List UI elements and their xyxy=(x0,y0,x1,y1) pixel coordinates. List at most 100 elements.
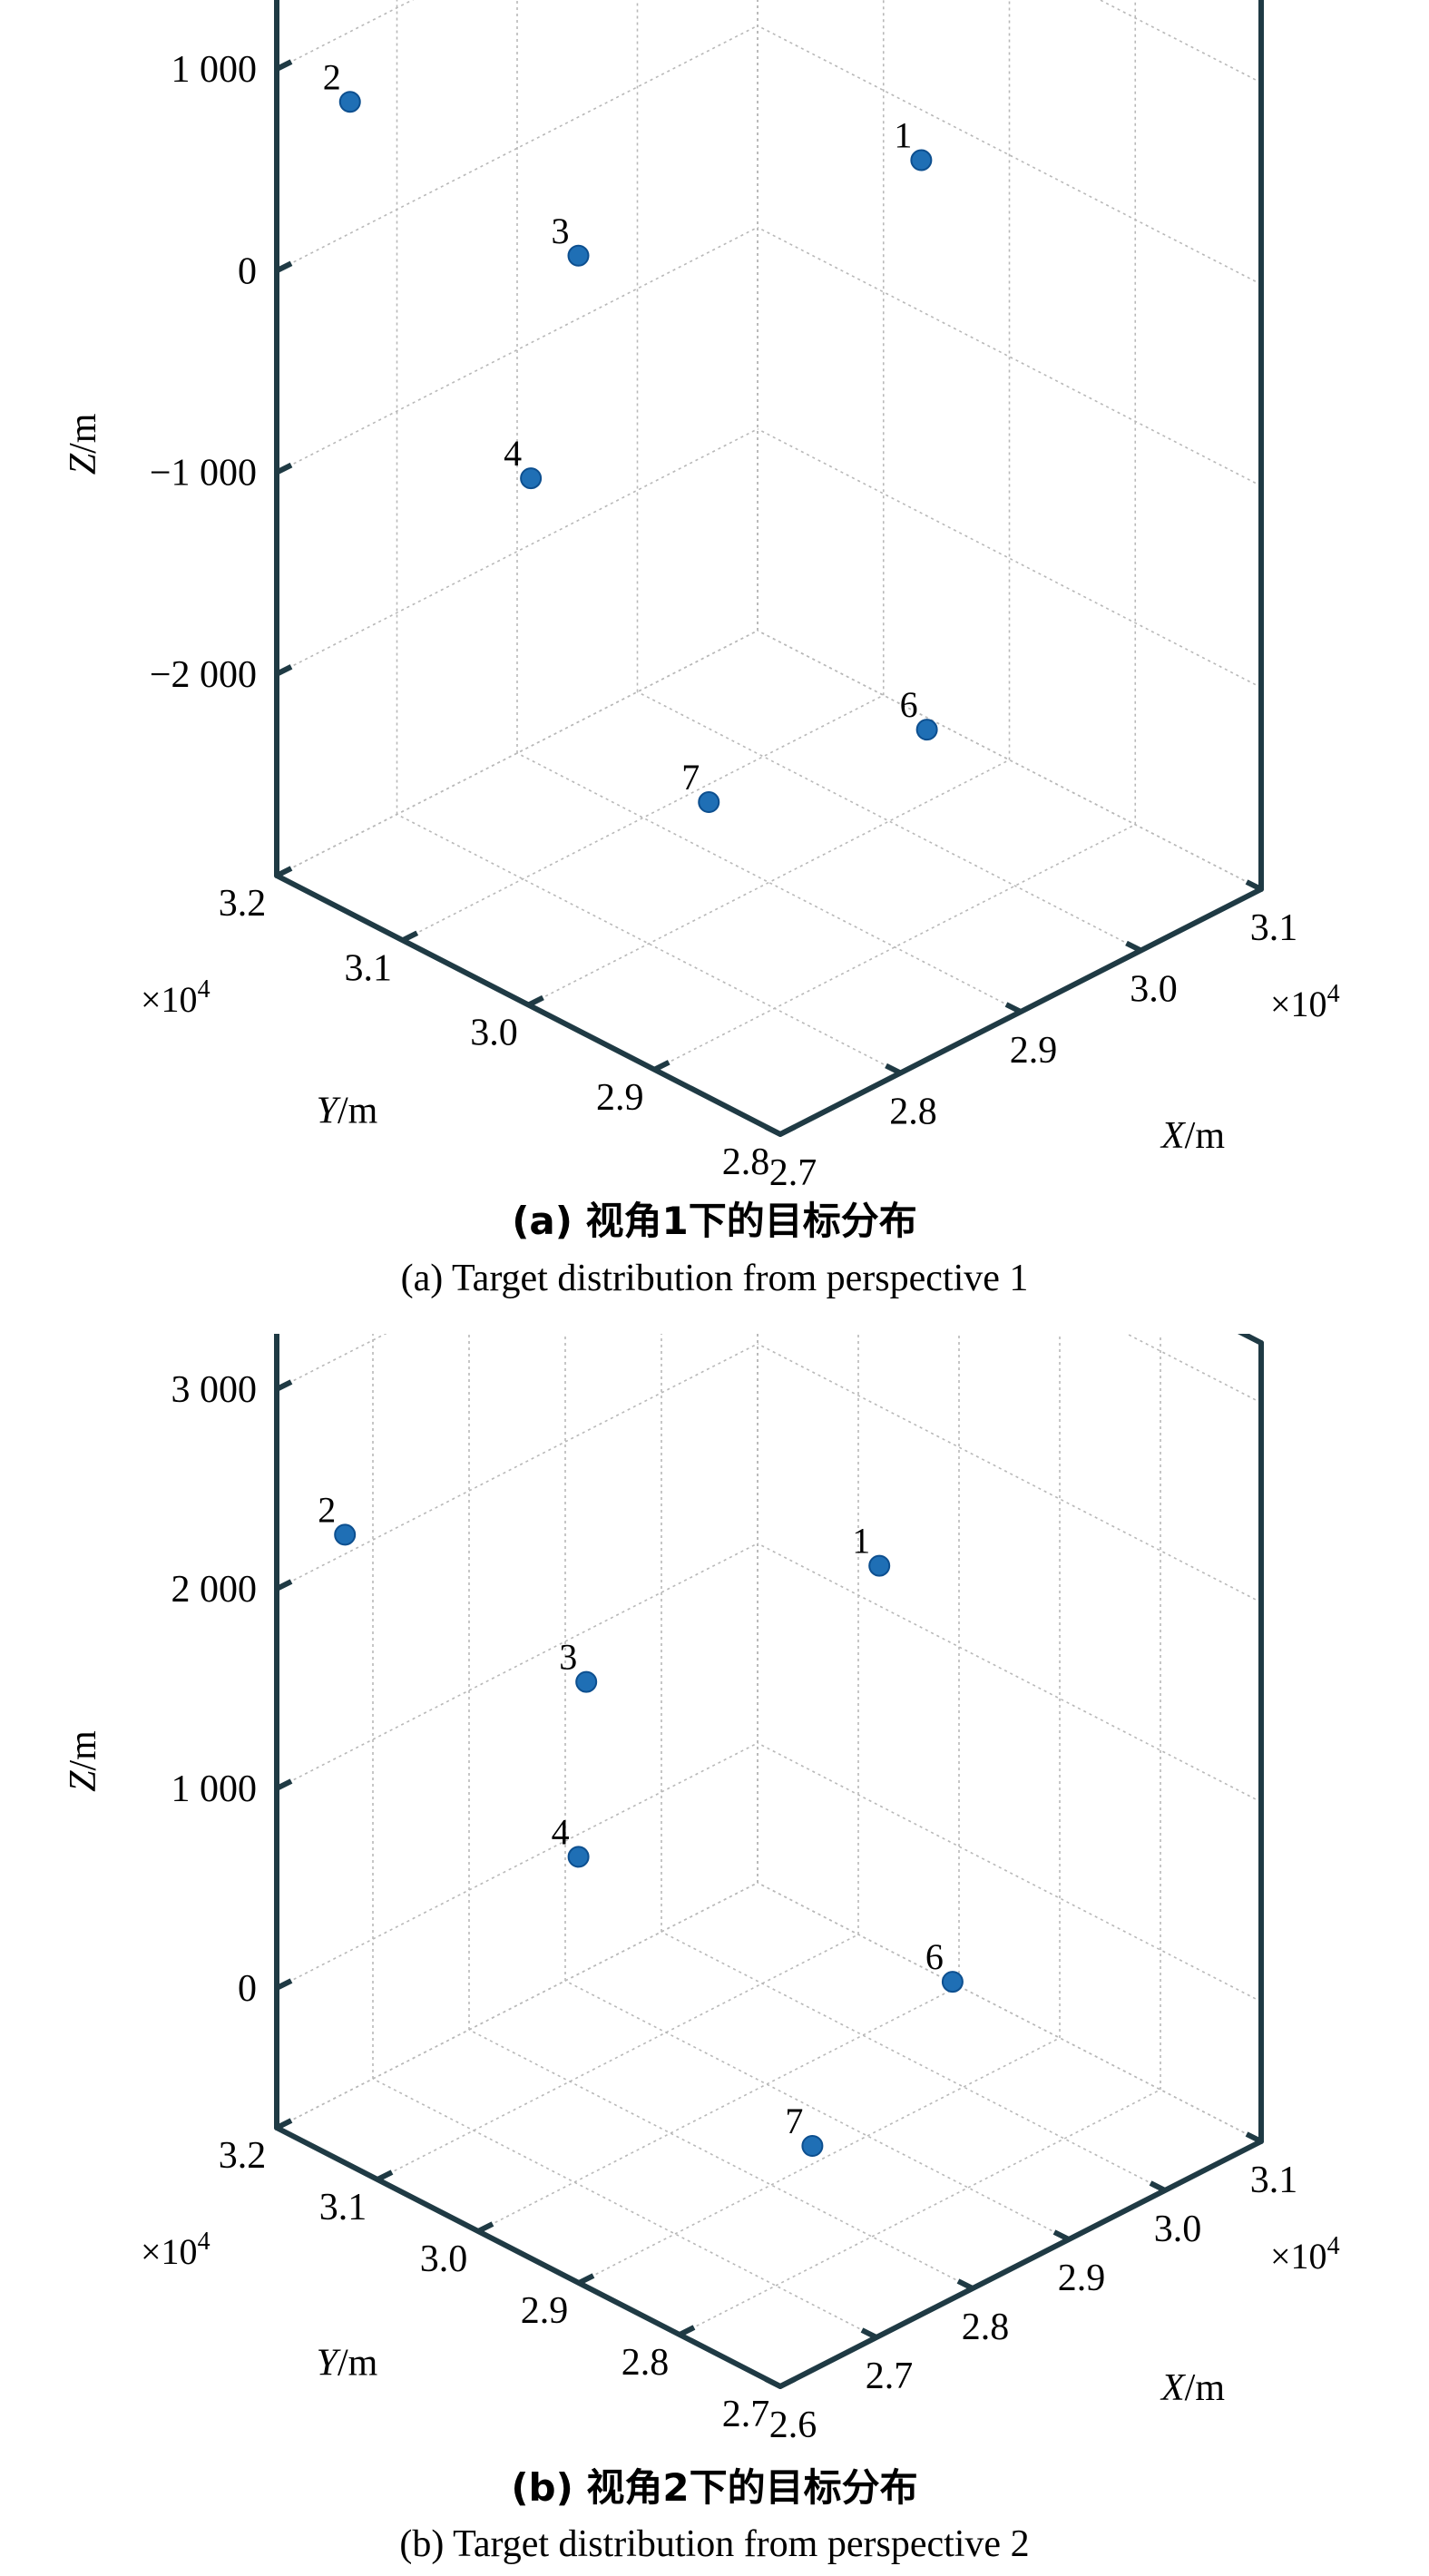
scatter3d-chart-b: 2.62.72.82.93.03.12.72.82.93.03.13.201 0… xyxy=(63,1334,1340,2446)
data-point-label: 1 xyxy=(894,115,912,156)
z-tick-label: 1 000 xyxy=(171,49,258,91)
z-tick xyxy=(275,260,293,274)
frame-edge xyxy=(1237,1334,1264,1346)
z-tick xyxy=(275,664,293,677)
x-tick-label: 2.9 xyxy=(1010,1030,1058,1072)
grid-line xyxy=(276,630,759,877)
z-tick-label: 1 000 xyxy=(171,1768,258,1810)
y-tick-label: 3.1 xyxy=(345,947,393,989)
z-tick xyxy=(275,1379,293,1392)
y-tick xyxy=(476,2221,494,2234)
x-tick xyxy=(1245,879,1263,892)
y-tick-label: 3.2 xyxy=(219,2135,267,2177)
grid-line xyxy=(637,691,1141,952)
y-tick-label: 3.1 xyxy=(319,2187,367,2228)
x-tick-label: 2.8 xyxy=(962,2307,1010,2348)
grid-line xyxy=(276,428,759,675)
data-point xyxy=(801,2135,824,2157)
y-axis-title: Y/m xyxy=(317,2343,378,2385)
z-tick xyxy=(275,462,293,475)
z-tick-label: 0 xyxy=(238,250,257,292)
grid-line xyxy=(468,2029,974,2289)
grid-line xyxy=(276,24,759,272)
x-multiplier: ×104 xyxy=(1270,2232,1340,2277)
z-tick xyxy=(275,1978,293,1991)
y-tick xyxy=(652,1060,670,1073)
grid-line xyxy=(372,2078,877,2338)
x-tick xyxy=(764,2376,782,2389)
grid-line xyxy=(477,1985,960,2232)
x-tick xyxy=(885,1063,902,1076)
z-tick-label: 2 000 xyxy=(171,1569,258,1611)
y-tick-label: 2.9 xyxy=(596,1077,644,1119)
caption-en-b: (b) Target distribution from perspective… xyxy=(399,2523,1030,2565)
data-point xyxy=(575,1670,598,1693)
z-axis-title: Z/m xyxy=(63,1730,104,1792)
x-axis-title: X/m xyxy=(1160,1115,1225,1157)
caption-zh-a: (a) 视角1下的目标分布 xyxy=(512,1199,917,1243)
grid-line xyxy=(276,1334,387,1390)
data-point-label: 4 xyxy=(504,433,522,474)
data-point xyxy=(567,244,590,267)
y-axis-title: Y/m xyxy=(317,1091,378,1132)
x-tick-label: 3.0 xyxy=(1130,969,1178,1011)
scatter3d-chart-a: 2.72.82.93.03.12.82.93.03.13.2−2 000−1 0… xyxy=(63,0,1340,1194)
grid-line xyxy=(661,1931,1166,2191)
z-tick xyxy=(275,1579,293,1592)
grid-line xyxy=(757,24,1262,286)
grid-line xyxy=(564,1980,1070,2240)
data-point xyxy=(698,791,720,814)
z-tick-label: 3 000 xyxy=(171,1369,258,1411)
data-point-label: 6 xyxy=(900,684,918,725)
z-tick-label: −1 000 xyxy=(150,453,257,495)
figure-panel-a: 2.7 2.8 2.9 3.0 3.1 2.8 2.9 3.0 3.1 3.2 −2 000 −1 0… xyxy=(63,0,1340,1299)
grid-line xyxy=(679,2089,1161,2336)
grid-line xyxy=(653,824,1136,1071)
y-tick xyxy=(376,2170,394,2182)
data-point xyxy=(915,719,938,741)
z-tick xyxy=(275,1778,293,1791)
y-tick-label: 3.0 xyxy=(420,2238,468,2280)
grid-line xyxy=(276,1543,759,1789)
grid-line xyxy=(276,1742,759,1989)
y-multiplier: ×104 xyxy=(141,975,210,1020)
data-point xyxy=(334,1523,357,1546)
caption-zh-b: (b) 视角2下的目标分布 xyxy=(511,2465,918,2510)
x-tick xyxy=(1149,2180,1167,2193)
y-tick-label: 2.8 xyxy=(722,1141,770,1183)
data-point xyxy=(910,149,933,171)
x-axis-title: X/m xyxy=(1160,2367,1225,2409)
grid-line xyxy=(757,1882,1262,2142)
y-tick xyxy=(678,2325,696,2337)
data-point xyxy=(868,1554,891,1577)
grid-line xyxy=(377,1934,859,2180)
grid-line xyxy=(757,630,1262,890)
y-tick xyxy=(778,1124,797,1137)
data-point-label: 2 xyxy=(318,1489,336,1530)
x-tick xyxy=(956,2278,974,2291)
data-point xyxy=(567,1846,590,1868)
y-tick xyxy=(275,866,293,878)
data-point xyxy=(941,1971,964,1993)
x-tick-label: 3.0 xyxy=(1154,2209,1202,2250)
z-tick-label: −2 000 xyxy=(150,654,257,696)
figure-panel-b: 2.6 2.7 2.8 2.9 3.0 3.1 2.7 2.8 2.9 3.0 3.1 3.2 0 1 0… xyxy=(0,1334,1429,2576)
y-tick-label: 2.9 xyxy=(521,2290,569,2332)
y-tick-label: 2.7 xyxy=(722,2394,770,2435)
grid-line xyxy=(757,1543,1262,1803)
x-tick-label: 2.6 xyxy=(769,2405,817,2446)
grid-line xyxy=(396,813,901,1074)
z-tick-label: 0 xyxy=(238,1968,257,2010)
data-point-label: 3 xyxy=(552,211,570,251)
data-point xyxy=(338,91,361,113)
y-tick xyxy=(401,930,419,943)
data-point-label: 7 xyxy=(681,757,700,798)
grid-line xyxy=(578,2037,1061,2284)
grid-line xyxy=(276,226,759,474)
z-axis-title: Z/m xyxy=(63,413,104,475)
x-tick xyxy=(1052,2229,1071,2242)
x-axis-line xyxy=(778,2139,1264,2389)
x-tick xyxy=(1245,2131,1263,2144)
x-tick-label: 2.7 xyxy=(866,2356,914,2397)
grid-line xyxy=(528,759,1010,1006)
